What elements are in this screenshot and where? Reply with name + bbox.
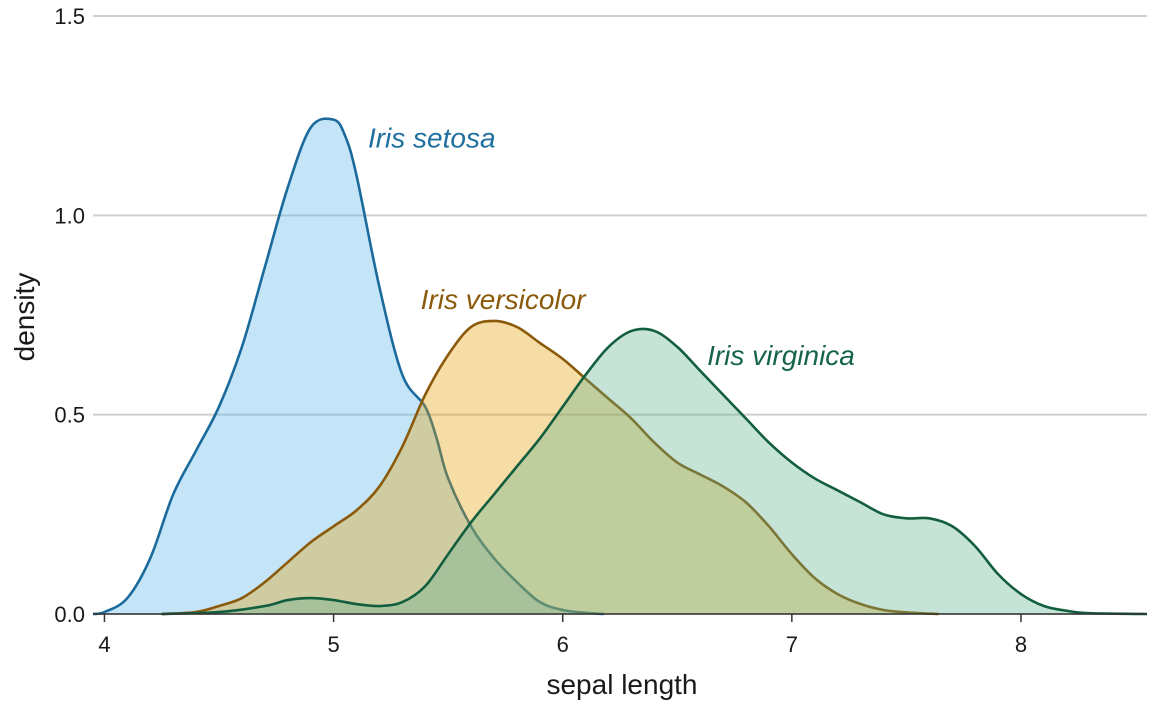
series-label-iris-versicolor: Iris versicolor [421,284,588,315]
line-iris-setosa [92,117,605,616]
x-tick-label-4: 8 [1015,632,1027,657]
y-axis-title: density [9,273,40,362]
x-tick-label-3: 7 [786,632,798,657]
axes: 4 5 6 7 8 0.0 0.5 1.0 1.5 [54,4,1147,657]
y-tick-label-3: 1.5 [54,4,85,29]
area-iris-virginica [161,328,1148,614]
line-iris-versicolor [161,319,939,616]
x-tick-label-1: 5 [327,632,339,657]
series-areas [92,117,1148,616]
x-tick-label-2: 6 [557,632,569,657]
line-iris-virginica [161,327,1148,616]
series-label-iris-setosa: Iris setosa [368,123,496,154]
x-axis-title: sepal length [546,669,697,700]
y-tick-label-1: 0.5 [54,403,85,428]
y-tick-label-0: 0.0 [54,602,85,627]
area-iris-setosa [93,118,604,614]
y-tick-label-2: 1.0 [54,203,85,228]
series-labels: Iris setosa Iris versicolor Iris virginica [368,123,855,371]
series-label-iris-virginica: Iris virginica [707,340,855,371]
area-iris-versicolor [161,320,939,614]
x-tick-label-0: 4 [98,632,110,657]
